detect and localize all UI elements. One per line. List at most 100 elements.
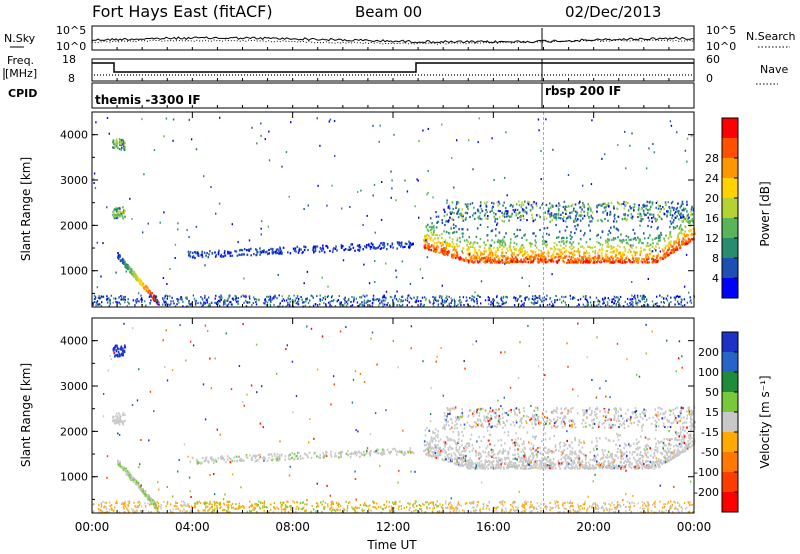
data-cell	[542, 240, 544, 243]
data-cell	[547, 460, 549, 463]
data-cell	[425, 225, 428, 228]
data-cell	[583, 253, 585, 256]
data-cell	[427, 229, 430, 233]
data-cell	[675, 241, 677, 244]
data-cell	[681, 440, 683, 443]
data-cell	[514, 462, 517, 465]
data-cell	[534, 465, 537, 468]
data-cell	[570, 256, 573, 259]
data-cell	[677, 300, 679, 303]
data-cell	[596, 204, 598, 207]
data-cell	[529, 459, 532, 462]
data-cell	[686, 160, 688, 163]
data-cell	[206, 298, 208, 301]
data-cell	[543, 296, 545, 299]
data-cell	[93, 182, 95, 184]
data-cell	[678, 438, 680, 441]
data-cell	[565, 304, 567, 306]
data-cell	[169, 304, 171, 306]
data-cell	[143, 288, 146, 291]
data-cell	[678, 227, 680, 230]
data-cell	[218, 295, 220, 298]
data-cell	[127, 298, 129, 301]
data-cell	[606, 454, 609, 457]
data-cell	[666, 447, 669, 450]
data-cell	[675, 211, 677, 213]
data-cell	[515, 214, 518, 217]
data-cell	[557, 213, 560, 216]
data-cell	[453, 298, 455, 301]
data-cell	[344, 299, 346, 302]
data-cell	[427, 454, 430, 457]
data-cell	[502, 295, 505, 298]
data-cell	[587, 245, 589, 248]
data-cell	[634, 458, 636, 461]
data-cell	[194, 299, 196, 302]
data-cell	[426, 237, 429, 240]
data-cell	[493, 444, 496, 447]
data-cell	[447, 456, 450, 459]
data-cell	[681, 240, 683, 243]
data-cell	[579, 219, 582, 222]
data-cell	[253, 298, 256, 301]
data-cell	[623, 442, 626, 445]
data-cell	[515, 258, 517, 262]
data-cell	[532, 252, 534, 255]
data-cell	[603, 206, 606, 209]
data-cell	[676, 215, 678, 218]
data-cell	[591, 464, 594, 467]
data-cell	[138, 280, 141, 283]
data-cell	[575, 453, 577, 456]
data-cell	[657, 204, 660, 207]
data-cell	[617, 144, 619, 146]
data-cell	[416, 178, 418, 181]
data-cell	[501, 238, 504, 241]
data-cell	[553, 255, 555, 258]
data-cell	[133, 271, 136, 274]
data-cell	[607, 238, 609, 241]
data-cell	[639, 453, 641, 456]
data-cell	[467, 259, 469, 262]
data-cell	[617, 257, 620, 260]
data-cell	[580, 245, 582, 248]
data-cell	[623, 467, 625, 470]
data-cell	[562, 300, 565, 302]
data-cell	[454, 301, 456, 304]
freq-label-line1: Freq.	[7, 54, 34, 67]
data-cell	[516, 234, 519, 237]
data-cell	[264, 251, 267, 254]
data-cell	[647, 224, 649, 228]
data-cell	[443, 208, 445, 211]
data-cell	[522, 467, 524, 470]
data-cell	[521, 250, 524, 253]
data-cell	[429, 245, 432, 248]
data-cell	[387, 302, 389, 304]
data-cell	[494, 253, 496, 256]
data-cell	[584, 463, 587, 466]
data-cell	[681, 216, 683, 219]
data-cell	[246, 301, 249, 304]
data-cell	[610, 251, 613, 254]
data-cell	[610, 245, 613, 248]
data-cell	[279, 302, 281, 305]
data-cell	[655, 245, 657, 248]
data-cell	[264, 300, 266, 303]
data-cell	[557, 259, 559, 262]
data-cell	[491, 261, 493, 264]
data-cell	[444, 445, 446, 448]
data-cell	[640, 220, 642, 223]
data-cell	[617, 299, 620, 302]
data-cell	[574, 439, 576, 442]
data-cell	[670, 296, 672, 299]
data-cell	[521, 201, 523, 204]
data-cell	[346, 302, 349, 305]
data-cell	[475, 451, 478, 454]
data-cell	[542, 235, 544, 238]
data-cell	[487, 467, 489, 470]
data-cell	[533, 463, 536, 466]
data-cell	[488, 460, 491, 463]
data-cell	[521, 209, 524, 212]
data-cell	[670, 252, 672, 255]
data-cell	[391, 187, 393, 190]
data-cell	[149, 295, 152, 297]
